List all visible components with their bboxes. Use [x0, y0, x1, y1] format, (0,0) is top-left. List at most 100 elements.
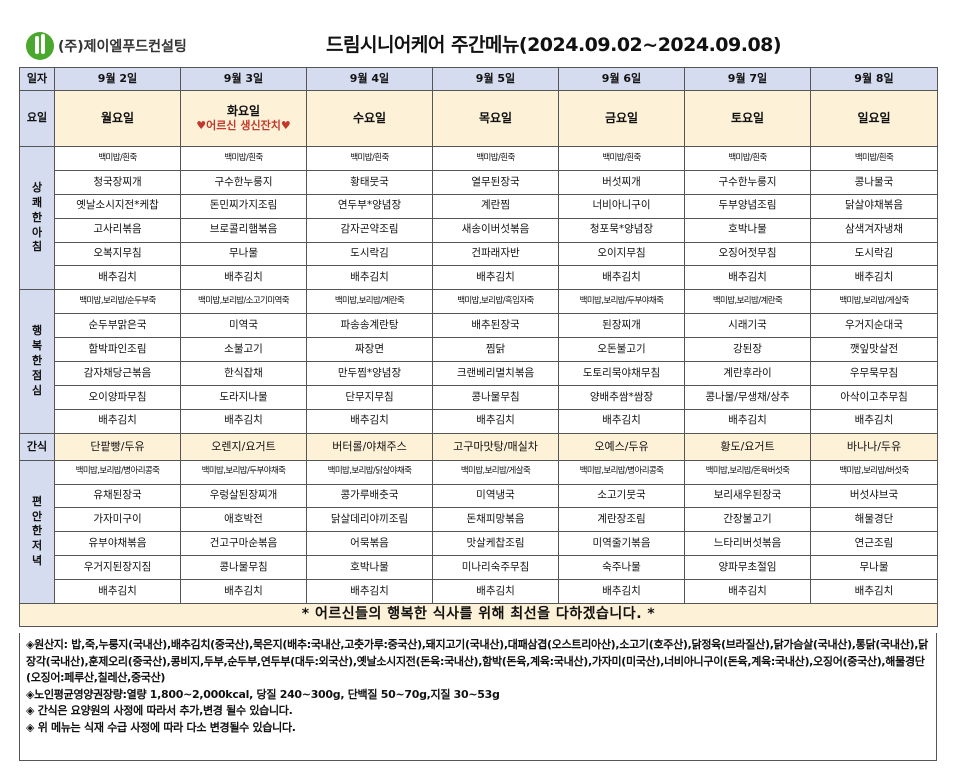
menu-item: 배추김치 [810, 265, 938, 291]
menu-item: 감자곤약조림 [306, 217, 433, 243]
menu-item: 버섯찌개 [558, 169, 685, 195]
menu-item: 숙주나물 [558, 555, 685, 581]
menu-item: 깻잎맛살전 [810, 337, 938, 363]
snack-item: 황도/요거트 [684, 432, 811, 461]
menu-item: 배추김치 [306, 408, 433, 434]
menu-item: 옛날소시지전*케찹 [54, 193, 181, 219]
menu-item: 간장불고기 [684, 507, 811, 533]
menu-item: 백미밥,보리밥/버섯죽 [810, 459, 938, 485]
menu-item: 백미밥/흰죽 [306, 146, 433, 171]
menu-item: 콩나물/무생채/상추 [684, 384, 811, 410]
menu-item: 도시락김 [810, 241, 938, 267]
menu-item: 삼색겨자냉채 [810, 217, 938, 243]
origin-info: ◈원산지: 밥,죽,누룽지(국내산),배추김치(중국산),묵은지(배추:국내산,… [26, 638, 928, 684]
page-header: (주)제이엘푸드컨설팅 드림시니어케어 주간메뉴(2024.09.02~2024… [0, 0, 955, 66]
menu-item: 배추김치 [810, 408, 938, 434]
menu-item: 황태뭇국 [306, 169, 433, 195]
birthday-party-note: ♥어르신 생신잔치♥ [196, 119, 291, 133]
menu-item: 브로콜리햄볶음 [180, 217, 307, 243]
slogan-text: * 어르신들의 행복한 식사를 위해 최선을 다하겠습니다. * [19, 603, 938, 628]
day-cell: 월요일 [54, 90, 181, 147]
menu-item: 백미밥,보리밥/두부야채죽 [180, 459, 307, 485]
menu-item: 두부양념조림 [684, 193, 811, 219]
menu-item: 맛살케찹조림 [432, 531, 559, 557]
slogan-row: * 어르신들의 행복한 식사를 위해 최선을 다하겠습니다. * [19, 603, 938, 628]
menu-item: 콩나물국 [810, 169, 938, 195]
menu-item: 배추김치 [684, 408, 811, 434]
date-cell: 9월 4일 [306, 67, 433, 91]
menu-item: 백미밥,보리밥/두부야채죽 [558, 289, 685, 315]
menu-item: 오돈불고기 [558, 337, 685, 363]
day-cell: 토요일 [684, 90, 811, 147]
lunch-row: 감자채당근볶음 한식잡채 만두찜*양념장 크랜베리멸치볶음 도토리묵야채무침 계란후라이 우… [20, 361, 938, 386]
menu-item: 콩나물무침 [180, 555, 307, 581]
menu-item: 배추된장국 [432, 313, 559, 339]
menu-item: 무나물 [810, 555, 938, 581]
lunch-row: 함박파인조림 소불고기 짜장면 찜닭 오돈불고기 강된장 깻잎맛살전 [20, 337, 938, 363]
snack-item: 버터롤/야채주스 [306, 432, 433, 461]
dinner-label: 편 안 한 저 녁 [19, 459, 55, 605]
menu-item: 백미밥,보리밥/흑임자죽 [432, 289, 559, 315]
snack-item: 오예스/두유 [558, 432, 685, 461]
menu-item: 계란장조림 [558, 507, 685, 533]
menu-item: 구수한누룽지 [684, 169, 811, 195]
lunch-row: 순두부맑은국 미역국 파송송계란탕 배추된장국 된장찌개 시래기국 우거지순대국 [20, 313, 938, 339]
menu-item: 한식잡채 [180, 361, 307, 386]
menu-item: 시래기국 [684, 313, 811, 339]
menu-item: 미역냉국 [432, 483, 559, 509]
snack-item: 고구마맛탕/매실차 [432, 432, 559, 461]
menu-item: 백미밥/흰죽 [810, 146, 938, 171]
menu-item: 콩나물무침 [432, 384, 559, 410]
menu-item: 우무묵무침 [810, 361, 938, 386]
menu-item: 백미밥/흰죽 [432, 146, 559, 171]
menu-item: 백미밥,보리밥/게살죽 [810, 289, 938, 315]
menu-item: 배추김치 [432, 579, 559, 605]
breakfast-label: 상 쾌 한 아 침 [19, 145, 55, 291]
date-cell: 9월 7일 [684, 67, 811, 91]
menu-item: 구수한누룽지 [180, 169, 307, 195]
menu-item: 만두찜*양념장 [306, 361, 433, 386]
menu-item: 애호박전 [180, 507, 307, 533]
date-cell: 9월 2일 [54, 67, 181, 91]
menu-item: 배추김치 [180, 408, 307, 434]
menu-item: 백미밥/흰죽 [558, 146, 685, 171]
menu-item: 계란찜 [432, 193, 559, 219]
menu-item: 크랜베리멸치볶음 [432, 361, 559, 386]
menu-item: 배추김치 [810, 579, 938, 605]
day-cell: 목요일 [432, 90, 559, 147]
menu-item: 강된장 [684, 337, 811, 363]
date-row: 일자 9월 2일 9월 3일 9월 4일 9월 5일 9월 6일 9월 7일 9… [19, 67, 938, 91]
menu-item: 소고기뭇국 [558, 483, 685, 509]
menu-item: 아삭이고추무침 [810, 384, 938, 410]
menu-item: 소불고기 [180, 337, 307, 363]
dinner-row: 유채된장국 우렁살된장찌개 콩가루배춧국 미역냉국 소고기뭇국 보리새우된장국 버섯샤브국 [20, 483, 938, 509]
day-cell: 일요일 [810, 90, 938, 147]
menu-item: 짜장면 [306, 337, 433, 363]
menu-item: 고사리볶음 [54, 217, 181, 243]
date-cell: 9월 5일 [432, 67, 559, 91]
menu-item: 양배추쌈*쌈장 [558, 384, 685, 410]
menu-item: 유부야채볶음 [54, 531, 181, 557]
menu-item: 느타리버섯볶음 [684, 531, 811, 557]
day-label: 요일 [19, 90, 55, 147]
menu-item: 건고구마순볶음 [180, 531, 307, 557]
menu-item: 양파무초절임 [684, 555, 811, 581]
day-of-week-row: 요일 월요일 화요일 ♥어르신 생신잔치♥ 수요일 목요일 금요일 토요일 일요… [19, 90, 938, 147]
snack-notice: ◈ 간식은 요양원의 사정에 따라서 추가,변경 될수 있습니다. [26, 704, 293, 717]
menu-item: 백미밥,보리밥/병아리콩죽 [54, 459, 181, 485]
dinner-row: 우거지된장지짐 콩나물무침 호박나물 미나리숙주무침 숙주나물 양파무초절임 무나물 [20, 555, 938, 581]
menu-item: 백미밥,보리밥/닭살야채죽 [306, 459, 433, 485]
menu-item: 배추김치 [54, 579, 181, 605]
menu-item: 찜닭 [432, 337, 559, 363]
lunch-row: 오이양파무침 도라지나물 단무지무침 콩나물무침 양배추쌈*쌈장 콩나물/무생채/상추 아삭… [20, 384, 938, 410]
menu-item: 감자채당근볶음 [54, 361, 181, 386]
snack-item: 단팥빵/두유 [54, 432, 181, 461]
menu-item: 배추김치 [180, 579, 307, 605]
menu-item: 백미밥,보리밥/돈육버섯죽 [684, 459, 811, 485]
menu-item: 가자미구이 [54, 507, 181, 533]
snack-item: 바나나/두유 [810, 432, 938, 461]
menu-item: 닭살야채볶음 [810, 193, 938, 219]
breakfast-row: 청국장찌개 구수한누룽지 황태뭇국 열무된장국 버섯찌개 구수한누룽지 콩나물국 [20, 169, 938, 195]
menu-item: 백미밥/흰죽 [180, 146, 307, 171]
menu-item: 백미밥,보리밥/게살죽 [432, 459, 559, 485]
